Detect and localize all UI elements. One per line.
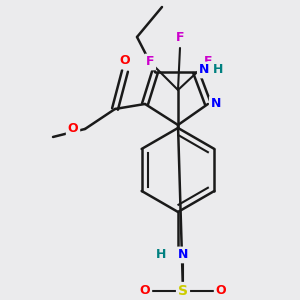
Text: N: N xyxy=(199,64,209,76)
Text: O: O xyxy=(68,122,78,136)
Text: F: F xyxy=(176,32,184,44)
Text: F: F xyxy=(204,56,212,68)
Text: H: H xyxy=(156,248,166,261)
Text: H: H xyxy=(213,64,223,76)
Text: F: F xyxy=(146,56,154,68)
Text: N: N xyxy=(211,98,221,110)
Text: N: N xyxy=(178,248,188,261)
Text: S: S xyxy=(178,284,188,298)
Text: O: O xyxy=(140,284,150,297)
Text: O: O xyxy=(216,284,226,297)
Text: O: O xyxy=(120,55,130,68)
